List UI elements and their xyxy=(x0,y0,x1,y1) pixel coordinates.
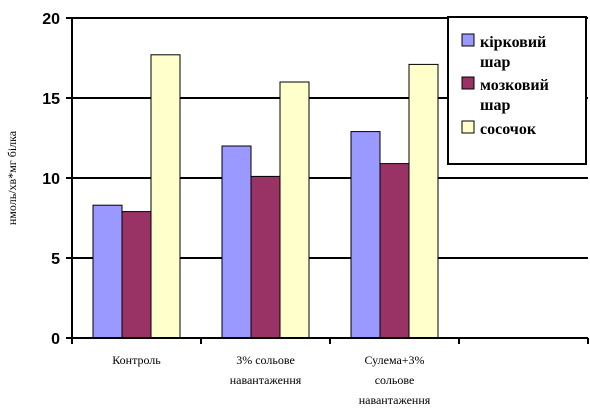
y-tick-label: 5 xyxy=(51,251,60,268)
x-category-label: 3% сольове навантаження xyxy=(230,353,302,387)
y-tick-labels: 0 5 10 15 20 xyxy=(42,11,60,348)
x-category-label: Контроль xyxy=(112,353,161,367)
bar xyxy=(279,81,310,339)
legend-entry: кірковий шар xyxy=(480,34,546,71)
bar xyxy=(408,63,439,339)
bar xyxy=(250,175,281,339)
bar xyxy=(92,204,123,339)
bar xyxy=(121,211,152,339)
bar xyxy=(379,163,410,339)
x-category-label: Сулема+3% сольове навантаження xyxy=(359,353,431,407)
axes xyxy=(66,17,589,344)
category-labels: Контроль 3% сольове навантаження Сулема+3% с… xyxy=(112,353,431,407)
y-tick-label: 20 xyxy=(42,11,60,28)
legend: кірковий шар мозковий шар сосочок xyxy=(447,16,587,165)
bar xyxy=(350,131,381,339)
y-tick-label: 0 xyxy=(51,331,60,348)
bar xyxy=(150,54,181,339)
y-tick-label: 10 xyxy=(42,171,60,188)
legend-swatch xyxy=(461,120,475,134)
y-tick-label: 15 xyxy=(42,91,60,108)
y-axis-label: нмоль/хв*мг білка xyxy=(5,130,19,225)
legend-swatch xyxy=(461,76,475,90)
legend-entry: мозковий шар xyxy=(480,77,549,114)
legend-swatch xyxy=(461,33,475,47)
bar xyxy=(221,145,252,339)
legend-entry: сосочок xyxy=(480,121,537,138)
bars xyxy=(92,54,439,339)
